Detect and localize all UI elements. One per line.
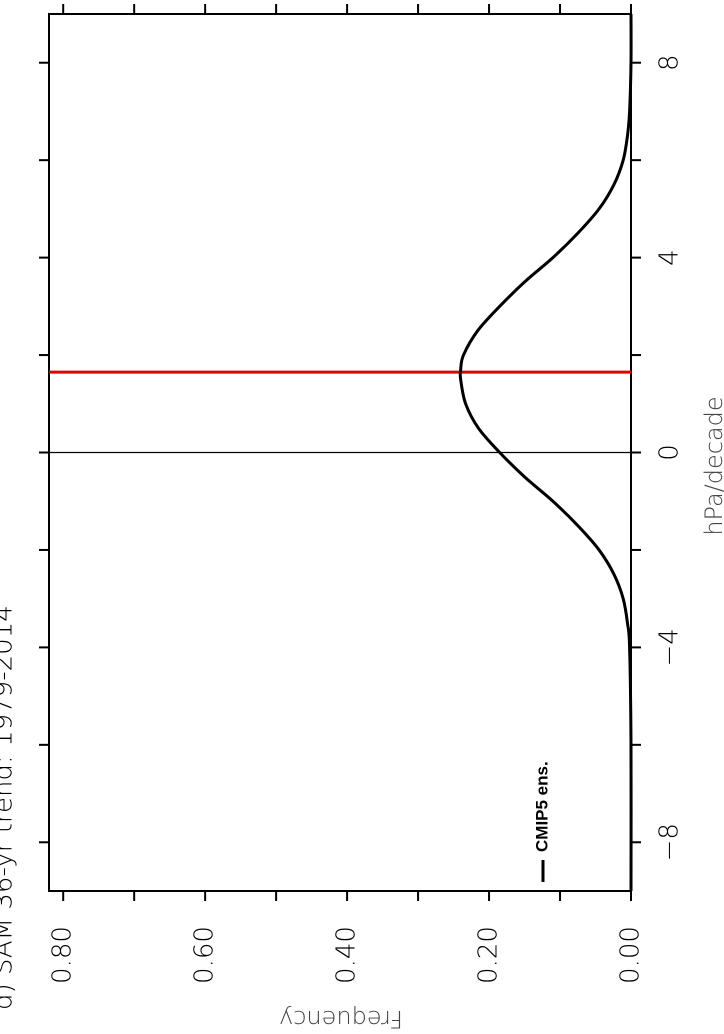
series-group (458, 13, 633, 892)
x-tick-label: 4 (655, 249, 685, 266)
legend: CMIP5 ens. (532, 761, 551, 882)
y-tick-label: 0.00 (616, 926, 646, 984)
y-tick-label: 0.80 (48, 926, 78, 984)
y-tick-label: 0.60 (190, 926, 220, 984)
y-axis-title: Frequency (279, 1005, 403, 1033)
series-line-cmip5 (458, 13, 633, 892)
x-tick-label: −8 (655, 823, 685, 861)
x-tick-label: −4 (655, 628, 685, 666)
x-tick-label: 0 (655, 444, 685, 461)
x-axis-title: hPa/decade (700, 396, 724, 535)
x-tick-label: 8 (655, 54, 685, 71)
tick-labels: −8 −4 0 4 8 0.00 0.20 0.40 0.60 0.80 (48, 54, 685, 983)
y-tick-label: 0.20 (474, 926, 504, 984)
ticks (39, 4, 641, 901)
chart-title: d) SAM 36-yr trend: 1979-2014 (0, 605, 19, 1010)
y-tick-label: 0.40 (332, 926, 362, 984)
reference-lines (49, 370, 631, 454)
legend-label: CMIP5 ens. (532, 761, 551, 852)
